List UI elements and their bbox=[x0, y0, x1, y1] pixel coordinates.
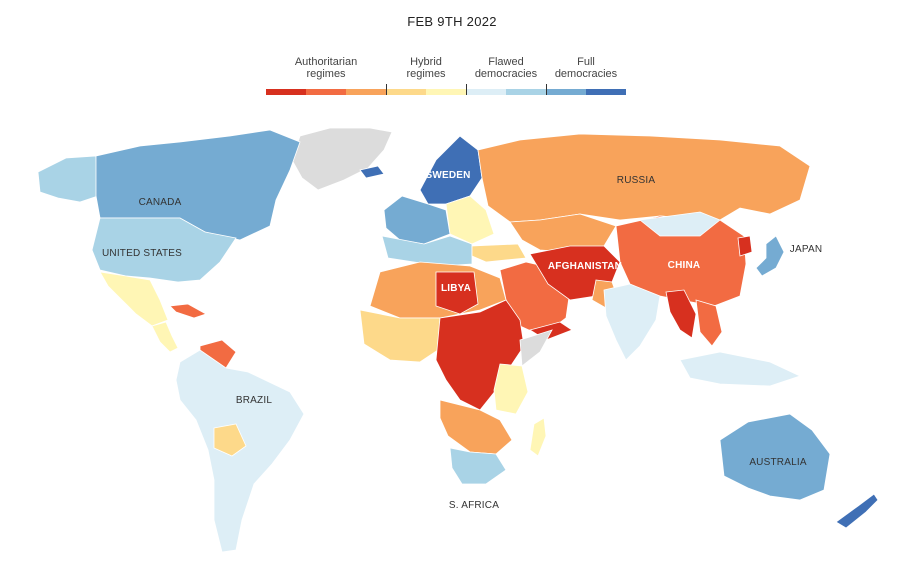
legend-flawed-line2: democracies bbox=[474, 68, 538, 80]
greenland bbox=[291, 127, 393, 191]
legend-full-line2: democracies bbox=[554, 68, 618, 80]
legend-flawed: Flawed democracies bbox=[466, 56, 546, 80]
label-united-states: UNITED STATES bbox=[102, 248, 182, 259]
label-canada: CANADA bbox=[139, 197, 182, 208]
label-brazil: BRAZIL bbox=[236, 395, 272, 406]
madagascar bbox=[529, 417, 547, 457]
label-afghanistan: AFGHANISTAN bbox=[548, 261, 622, 272]
legend-hybrid-line1: Hybrid bbox=[410, 56, 442, 68]
southern-europe bbox=[381, 235, 473, 267]
southeast-asia bbox=[695, 299, 723, 347]
legend-swatch bbox=[466, 89, 506, 95]
legend-swatch bbox=[266, 89, 306, 95]
legend-tick bbox=[386, 84, 387, 95]
turkey bbox=[471, 243, 527, 263]
legend-swatch bbox=[426, 89, 466, 95]
legend-full: Full democracies bbox=[546, 56, 626, 80]
label-s-africa: S. AFRICA bbox=[449, 500, 499, 511]
legend-hybrid: Hybrid regimes bbox=[386, 56, 466, 80]
japan bbox=[755, 235, 785, 277]
mongolia bbox=[639, 211, 721, 237]
iceland bbox=[359, 165, 385, 179]
indonesia bbox=[679, 351, 802, 387]
alaska bbox=[37, 155, 99, 203]
map-date: FEB 9TH 2022 bbox=[407, 14, 497, 29]
legend-hybrid-line2: regimes bbox=[406, 68, 446, 80]
legend-authoritarian: Authoritarian regimes bbox=[266, 56, 386, 80]
libya bbox=[435, 271, 479, 315]
label-sweden: SWEDEN bbox=[425, 170, 470, 181]
legend-swatch bbox=[546, 89, 586, 95]
eastern-europe bbox=[445, 195, 495, 245]
central-america bbox=[151, 321, 179, 353]
india bbox=[603, 283, 661, 361]
east-africa bbox=[493, 363, 529, 415]
label-japan: JAPAN bbox=[790, 244, 823, 255]
new-zealand bbox=[835, 493, 879, 529]
legend-swatch bbox=[506, 89, 546, 95]
north-korea bbox=[737, 235, 753, 257]
legend: Authoritarian regimes Hybrid regimes Fla… bbox=[266, 56, 626, 96]
legend-full-line1: Full bbox=[577, 56, 595, 68]
myanmar bbox=[665, 289, 697, 339]
legend-swatch bbox=[386, 89, 426, 95]
cuba bbox=[169, 303, 207, 319]
label-australia: AUSTRALIA bbox=[749, 457, 807, 468]
label-china: CHINA bbox=[668, 260, 701, 271]
legend-color-bar bbox=[266, 89, 626, 95]
legend-flawed-line1: Flawed bbox=[488, 56, 524, 68]
australia bbox=[719, 413, 831, 501]
legend-tick bbox=[546, 84, 547, 95]
legend-authoritarian-line2: regimes bbox=[306, 68, 346, 80]
south-america bbox=[175, 349, 305, 553]
legend-tick bbox=[466, 84, 467, 95]
label-russia: RUSSIA bbox=[617, 175, 656, 186]
legend-swatch bbox=[586, 89, 626, 95]
legend-swatch bbox=[346, 89, 386, 95]
south-africa bbox=[449, 447, 507, 485]
united-states bbox=[91, 217, 237, 283]
label-libya: LIBYA bbox=[441, 283, 471, 294]
legend-swatch bbox=[306, 89, 346, 95]
bolivia bbox=[213, 423, 247, 457]
legend-authoritarian-line1: Authoritarian bbox=[294, 56, 358, 68]
mexico bbox=[99, 271, 169, 327]
west-africa bbox=[359, 309, 445, 363]
horn-of-africa bbox=[519, 329, 553, 367]
